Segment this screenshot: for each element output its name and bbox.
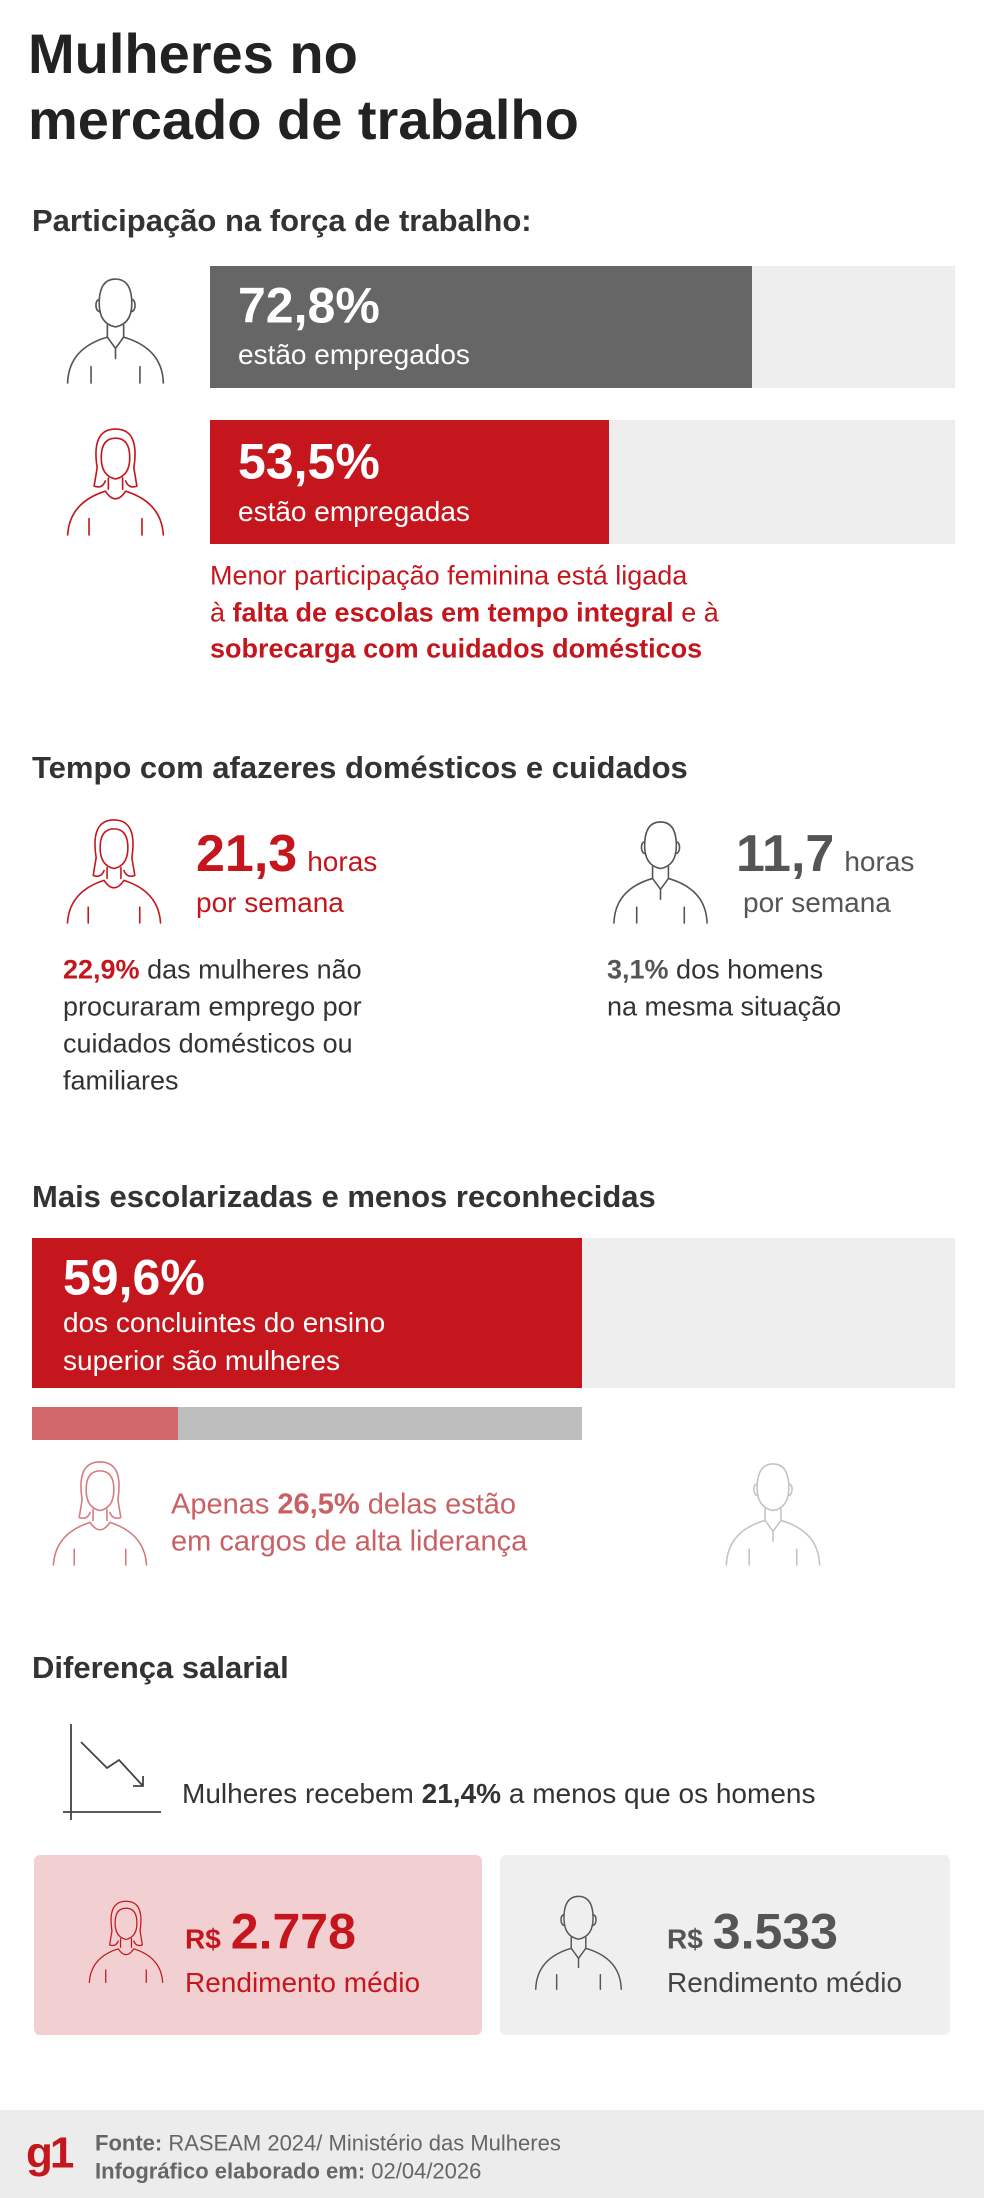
text: Menor participação feminina está ligada bbox=[210, 560, 688, 591]
section-heading: Participação na força de trabalho: bbox=[32, 203, 532, 239]
bar-caption: estão empregados bbox=[238, 338, 470, 370]
bar-value: 59,6% bbox=[63, 1249, 205, 1306]
footer-line: Fonte: RASEAM 2024/ Ministério das Mulhe… bbox=[95, 2130, 561, 2155]
man-icon bbox=[606, 816, 715, 925]
section-heading: Mais escolarizadas e menos reconhecidas bbox=[32, 1179, 656, 1215]
hours-period: por semana bbox=[196, 886, 344, 918]
note-line: Mulheres recebem 21,4% a menos que os ho… bbox=[182, 1778, 815, 1810]
salary-value: R$ 2.778 bbox=[185, 1903, 356, 1961]
note-line: procuraram emprego por bbox=[63, 991, 362, 1022]
emphasis: 26,5% bbox=[277, 1488, 360, 1521]
man-icon bbox=[533, 1885, 624, 1997]
hours-value: 21,3 bbox=[196, 825, 298, 884]
graduates-bar-track bbox=[32, 1238, 955, 1388]
title: Mulheres no bbox=[28, 21, 358, 85]
employment-bar bbox=[210, 266, 753, 388]
title: mercado de trabalho bbox=[28, 87, 579, 151]
section-heading: Tempo com afazeres domésticos e cuidados bbox=[32, 750, 688, 786]
note-line: cuidados domésticos ou bbox=[63, 1028, 353, 1059]
hours-value: 11,7 bbox=[736, 825, 835, 884]
woman-icon bbox=[87, 1885, 165, 1997]
bar-value: 53,5% bbox=[238, 433, 380, 490]
emphasis: 3,1% bbox=[607, 954, 669, 985]
bar-caption: estão empregadas bbox=[238, 495, 470, 527]
text: à bbox=[210, 597, 233, 628]
text: RASEAM 2024/ Ministério das Mulheres bbox=[162, 2130, 561, 2156]
text: em cargos de alta liderança bbox=[171, 1525, 528, 1558]
text: das mulheres não bbox=[139, 954, 362, 985]
currency: R$ bbox=[667, 1923, 703, 1955]
section-heading: Diferença salarial bbox=[32, 1650, 289, 1686]
note-line: à falta de escolas em tempo integral e à bbox=[210, 597, 719, 628]
text: cuidados domésticos ou bbox=[63, 1028, 353, 1059]
women-salary-card bbox=[34, 1855, 482, 2035]
hours-unit: horas bbox=[307, 846, 378, 878]
emphasis: 22,9% bbox=[63, 954, 140, 985]
note-line: Apenas 26,5% delas estão bbox=[171, 1488, 516, 1521]
note-line: familiares bbox=[63, 1065, 179, 1096]
hours-unit: horas bbox=[844, 846, 915, 878]
emphasis: sobrecarga com cuidados domésticos bbox=[210, 633, 703, 664]
logo: g1 bbox=[26, 2128, 74, 2178]
bar-caption: superior são mulheres bbox=[63, 1344, 341, 1376]
woman-icon bbox=[49, 1458, 151, 1567]
bar-caption: dos concluintes do ensino bbox=[63, 1306, 386, 1338]
text: Apenas bbox=[171, 1488, 278, 1521]
note-line: na mesma situação bbox=[607, 991, 841, 1022]
emphasis: 21,4% bbox=[421, 1777, 502, 1809]
emphasis: falta de escolas em tempo integral bbox=[232, 597, 674, 628]
text: familiares bbox=[63, 1065, 179, 1096]
note-line: 3,1% dos homens bbox=[607, 954, 823, 985]
text: 02/04/2026 bbox=[365, 2158, 482, 2184]
man-icon bbox=[63, 273, 168, 385]
woman-icon bbox=[63, 816, 165, 925]
leadership-bar bbox=[32, 1407, 178, 1440]
employment-bar bbox=[210, 420, 609, 544]
hours-line: 11,7 horas bbox=[736, 825, 914, 885]
note-line: em cargos de alta liderança bbox=[171, 1525, 527, 1558]
text: Mulheres recebem bbox=[182, 1777, 422, 1809]
salary-caption: Rendimento médio bbox=[185, 1966, 421, 1998]
leadership-bar-track bbox=[32, 1407, 582, 1440]
text: procuraram emprego por bbox=[63, 991, 362, 1022]
emphasis: Infográfico elaborado em: bbox=[95, 2158, 366, 2184]
salary-caption: Rendimento médio bbox=[667, 1966, 903, 1998]
emphasis: Fonte: bbox=[95, 2130, 163, 2156]
text: delas estão bbox=[359, 1488, 517, 1521]
hours-period: por semana bbox=[743, 886, 891, 918]
note-line: 22,9% das mulheres não bbox=[63, 954, 362, 985]
note-line: Menor participação feminina está ligada bbox=[210, 560, 687, 591]
footer-band bbox=[0, 2110, 984, 2198]
text: a menos que os homens bbox=[501, 1777, 816, 1809]
text: na mesma situação bbox=[607, 991, 842, 1022]
note-line: sobrecarga com cuidados domésticos bbox=[210, 633, 702, 664]
text: dos homens bbox=[668, 954, 824, 985]
currency: R$ bbox=[185, 1923, 221, 1955]
men-salary-card bbox=[500, 1855, 950, 2035]
salary-amount: 2.778 bbox=[230, 1903, 356, 1960]
hours-line: 21,3 horas bbox=[196, 825, 377, 885]
man-icon bbox=[719, 1458, 827, 1567]
bar-value: 72,8% bbox=[238, 277, 380, 334]
text: e à bbox=[673, 597, 719, 628]
footer-line: Infográfico elaborado em: 02/04/2026 bbox=[95, 2158, 481, 2183]
employment-bar-track bbox=[210, 420, 955, 544]
salary-value: R$ 3.533 bbox=[667, 1903, 838, 1961]
salary-amount: 3.533 bbox=[712, 1903, 838, 1960]
employment-bar-track bbox=[210, 266, 955, 388]
decline-chart-icon bbox=[63, 1724, 161, 1820]
graduates-bar bbox=[32, 1238, 583, 1388]
woman-icon bbox=[63, 425, 168, 537]
